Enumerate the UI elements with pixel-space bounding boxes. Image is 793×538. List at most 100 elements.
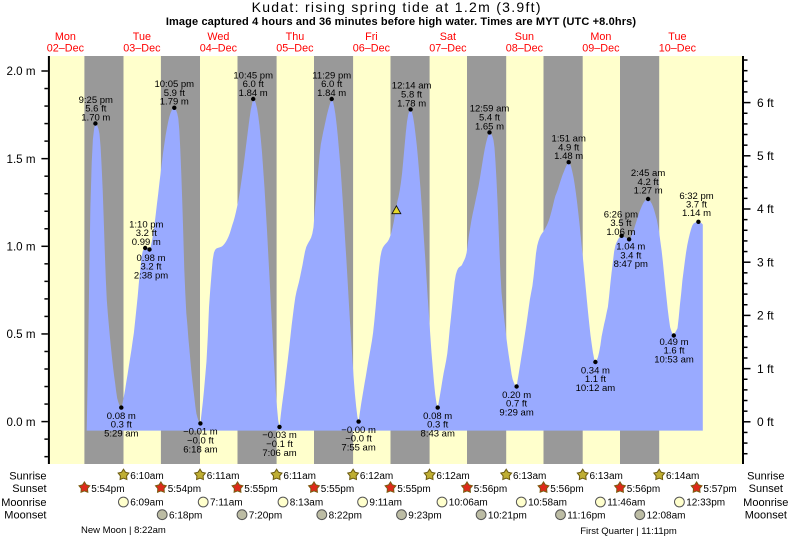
svg-text:First Quarter | 11:11pm: First Quarter | 11:11pm	[580, 526, 677, 537]
svg-text:5:54pm: 5:54pm	[91, 484, 124, 495]
svg-text:5:55pm: 5:55pm	[244, 484, 277, 495]
svg-text:12:08am: 12:08am	[647, 510, 686, 521]
svg-text:6:11am: 6:11am	[283, 471, 316, 482]
svg-text:10:06am: 10:06am	[449, 498, 488, 509]
svg-text:1.5 m: 1.5 m	[7, 153, 36, 166]
svg-text:0.34 m: 0.34 m	[581, 365, 610, 376]
svg-text:5:57pm: 5:57pm	[703, 484, 736, 495]
svg-text:12:33pm: 12:33pm	[686, 498, 725, 509]
svg-text:0.3 ft: 0.3 ft	[111, 420, 132, 431]
svg-text:6:09am: 6:09am	[130, 498, 163, 509]
svg-text:Sunset: Sunset	[12, 483, 46, 495]
svg-text:0.99 m: 0.99 m	[132, 237, 161, 248]
svg-text:08–Dec: 08–Dec	[506, 42, 544, 54]
svg-text:6:10am: 6:10am	[130, 471, 163, 482]
svg-text:3 ft: 3 ft	[757, 255, 774, 269]
svg-text:7:06 am: 7:06 am	[262, 448, 296, 459]
svg-text:6:18pm: 6:18pm	[169, 510, 202, 521]
svg-text:6:13am: 6:13am	[513, 471, 546, 482]
svg-text:1:10 pm: 1:10 pm	[129, 219, 163, 230]
svg-text:5:56pm: 5:56pm	[550, 484, 583, 495]
svg-text:0.5 m: 0.5 m	[7, 328, 36, 341]
svg-text:−0.0 ft: −0.0 ft	[345, 434, 372, 445]
svg-text:5:55pm: 5:55pm	[397, 484, 430, 495]
svg-text:4.2 ft: 4.2 ft	[638, 177, 659, 188]
svg-text:0.20 m: 0.20 m	[502, 390, 531, 401]
svg-text:1.04 m: 1.04 m	[616, 242, 645, 253]
svg-text:0.49 m: 0.49 m	[659, 337, 688, 348]
svg-text:Moonrise: Moonrise	[1, 497, 46, 509]
svg-text:2 ft: 2 ft	[757, 309, 774, 323]
svg-text:06–Dec: 06–Dec	[353, 42, 391, 54]
svg-text:−0.03 m: −0.03 m	[262, 430, 297, 441]
svg-text:1.1 ft: 1.1 ft	[585, 374, 606, 385]
svg-text:9:25 pm: 9:25 pm	[79, 95, 113, 106]
svg-text:8:22pm: 8:22pm	[329, 510, 362, 521]
svg-text:Tue: Tue	[668, 31, 686, 43]
svg-text:−0.00 m: −0.00 m	[341, 425, 376, 436]
svg-text:1.65 m: 1.65 m	[475, 121, 504, 132]
svg-text:10:21pm: 10:21pm	[488, 510, 527, 521]
svg-text:2:45 am: 2:45 am	[631, 168, 665, 179]
svg-text:10:58am: 10:58am	[528, 498, 567, 509]
svg-text:6:14am: 6:14am	[666, 471, 699, 482]
svg-text:Sunrise: Sunrise	[9, 470, 46, 482]
svg-text:Mon: Mon	[55, 31, 76, 43]
svg-text:−0.01 m: −0.01 m	[183, 427, 218, 438]
svg-text:Thu: Thu	[286, 31, 305, 43]
svg-text:6:26 pm: 6:26 pm	[604, 209, 638, 220]
svg-text:09–Dec: 09–Dec	[582, 42, 620, 54]
svg-text:5:54pm: 5:54pm	[168, 484, 201, 495]
svg-text:5:29 am: 5:29 am	[104, 429, 138, 440]
svg-text:0.3 ft: 0.3 ft	[427, 420, 448, 431]
svg-text:1.6 ft: 1.6 ft	[663, 346, 684, 357]
svg-text:4 ft: 4 ft	[757, 202, 774, 216]
svg-text:07–Dec: 07–Dec	[429, 42, 467, 54]
svg-text:1.84 m: 1.84 m	[317, 88, 346, 99]
svg-text:9:23pm: 9:23pm	[408, 510, 441, 521]
svg-text:10:12 am: 10:12 am	[576, 383, 616, 394]
svg-text:Moonset: Moonset	[745, 510, 787, 522]
svg-text:New Moon | 8:22am: New Moon | 8:22am	[81, 525, 166, 536]
svg-text:0.98 m: 0.98 m	[136, 253, 165, 264]
svg-text:8:13am: 8:13am	[290, 498, 323, 509]
svg-text:0.0 m: 0.0 m	[7, 416, 36, 429]
svg-text:0 ft: 0 ft	[757, 415, 774, 429]
svg-text:02–Dec: 02–Dec	[47, 42, 85, 54]
svg-text:Kudat: rising spring tide at: Kudat: rising spring tide at 1.2m (3.9ft…	[252, 0, 542, 15]
svg-text:5.6 ft: 5.6 ft	[85, 104, 106, 115]
svg-text:5:55pm: 5:55pm	[321, 484, 354, 495]
svg-text:6.0 ft: 6.0 ft	[321, 79, 342, 90]
svg-text:6:13am: 6:13am	[590, 471, 623, 482]
svg-text:1 ft: 1 ft	[757, 362, 774, 376]
svg-text:Tue: Tue	[133, 31, 151, 43]
svg-text:11:46am: 11:46am	[607, 498, 645, 509]
svg-text:Sun: Sun	[515, 31, 534, 43]
svg-text:Image captured 4 hours and 36: Image captured 4 hours and 36 minutes be…	[166, 16, 636, 28]
svg-text:0.7 ft: 0.7 ft	[506, 399, 527, 410]
svg-text:6:12am: 6:12am	[360, 471, 393, 482]
svg-text:1.70 m: 1.70 m	[81, 112, 110, 123]
svg-text:Moonrise: Moonrise	[743, 497, 788, 509]
svg-text:1.84 m: 1.84 m	[239, 88, 268, 99]
svg-text:5:56pm: 5:56pm	[474, 484, 507, 495]
svg-text:5 ft: 5 ft	[757, 149, 774, 163]
svg-text:11:29 pm: 11:29 pm	[312, 70, 351, 81]
svg-text:Sunset: Sunset	[749, 483, 783, 495]
svg-text:04–Dec: 04–Dec	[200, 42, 238, 54]
svg-text:5:56pm: 5:56pm	[627, 484, 660, 495]
svg-text:3.2 ft: 3.2 ft	[140, 262, 161, 273]
svg-text:6.0 ft: 6.0 ft	[243, 79, 264, 90]
svg-text:4.9 ft: 4.9 ft	[558, 142, 579, 153]
svg-text:1.27 m: 1.27 m	[634, 186, 663, 197]
svg-text:6:12am: 6:12am	[436, 471, 469, 482]
svg-text:Mon: Mon	[590, 31, 611, 43]
svg-text:6:11am: 6:11am	[207, 471, 240, 482]
svg-text:1.06 m: 1.06 m	[606, 227, 635, 238]
svg-text:−0.1 ft: −0.1 ft	[266, 439, 293, 450]
svg-text:12:14 am: 12:14 am	[392, 81, 432, 92]
svg-text:6:32 pm: 6:32 pm	[679, 191, 713, 202]
svg-text:7:55 am: 7:55 am	[341, 443, 375, 454]
svg-text:1.78 m: 1.78 m	[397, 98, 426, 109]
svg-text:10:45 pm: 10:45 pm	[233, 70, 273, 81]
